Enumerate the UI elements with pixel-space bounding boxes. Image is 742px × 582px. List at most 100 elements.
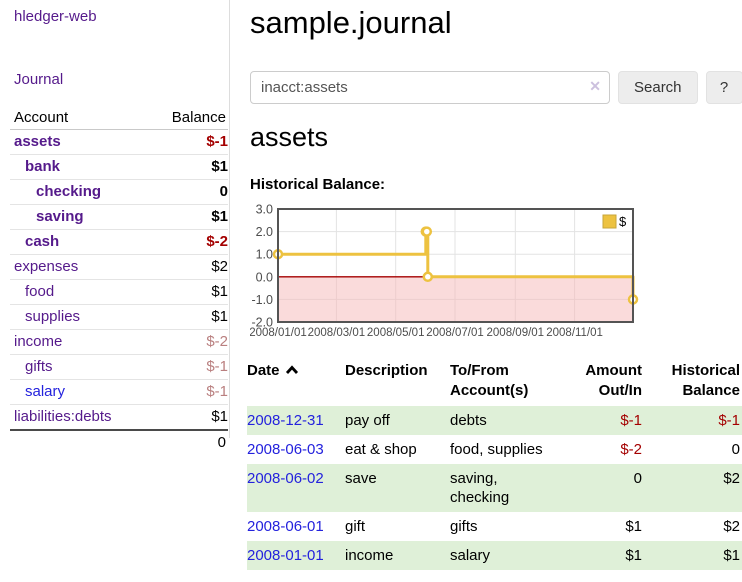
- account-tree-header-row: Account Balance: [10, 106, 228, 130]
- account-link-cash[interactable]: cash: [25, 233, 60, 250]
- transaction-amount-cell: $-2: [620, 441, 642, 458]
- transaction-date-link[interactable]: 2008-06-01: [247, 518, 324, 535]
- account-tree-body: assets $-1 bank $1 checking 0 saving $1 cash $-2 e…: [10, 130, 228, 430]
- account-balance: 0: [150, 179, 228, 205]
- svg-text:2008/05/01: 2008/05/01: [367, 327, 425, 339]
- transaction-date-cell: 2008-06-01: [247, 512, 345, 541]
- balance-header-label: Historical Balance: [671, 362, 740, 399]
- transaction-amount-cell: $1: [625, 518, 642, 535]
- account-name-cell: gifts: [10, 354, 151, 380]
- transaction-date-link[interactable]: 2008-12-31: [247, 412, 324, 429]
- account-balance: $-2: [150, 229, 228, 255]
- transaction-date-cell: 2008-12-31: [247, 406, 345, 435]
- clear-search-icon[interactable]: ✕: [589, 78, 601, 94]
- svg-text:2008/03/01: 2008/03/01: [308, 327, 366, 339]
- register-row: 2008-12-31 pay off debts $-1 $-1: [247, 406, 742, 435]
- search-form: ✕ Search ?: [250, 71, 742, 104]
- account-balance: $-1: [150, 354, 228, 380]
- svg-text:-1.0: -1.0: [251, 293, 273, 307]
- account-row: salary $-1: [10, 379, 228, 405]
- register-header-accounts: To/From Account(s): [450, 361, 568, 406]
- account-link-food[interactable]: food: [25, 283, 55, 300]
- account-link-liabilities-debts[interactable]: liabilities:debts: [14, 408, 112, 425]
- account-heading: assets: [250, 122, 329, 152]
- transaction-date-cell: 2008-06-03: [247, 435, 345, 464]
- register-table: Date Description To/From Account(s) Amou…: [247, 361, 742, 570]
- transaction-date-cell: 2008-01-01: [247, 541, 345, 570]
- account-row: expenses $2: [10, 254, 228, 280]
- account-row: supplies $1: [10, 304, 228, 330]
- svg-text:2.0: 2.0: [256, 225, 273, 239]
- account-column-header: Account: [10, 106, 151, 130]
- register-header-row: Date Description To/From Account(s) Amou…: [247, 361, 742, 406]
- transaction-balance-cell: $1: [723, 547, 740, 564]
- help-button[interactable]: ?: [705, 71, 742, 104]
- register-header-date[interactable]: Date: [247, 361, 345, 406]
- transaction-balance-cell: $2: [723, 518, 740, 535]
- account-name-cell: cash: [10, 229, 151, 255]
- page-title: sample.journal: [250, 5, 452, 40]
- historical-balance-chart[interactable]: $3.0 2.0 1.0 0.0 -1.0 -2.0 2008/01/01 2008/03/0…: [249, 201, 650, 343]
- chart-heading: Historical Balance:: [250, 176, 386, 193]
- transaction-description-cell: income: [345, 547, 394, 564]
- account-name-cell: salary: [10, 379, 151, 405]
- transaction-description-cell: gift: [345, 518, 366, 535]
- account-name-cell: checking: [10, 179, 151, 205]
- account-name-cell: supplies: [10, 304, 151, 330]
- account-name-cell: liabilities:debts: [10, 404, 151, 430]
- transaction-date-link[interactable]: 2008-06-03: [247, 441, 324, 458]
- account-link-income[interactable]: income: [14, 333, 63, 350]
- register-header-balance: Historical Balance: [642, 361, 742, 406]
- account-balance: $-1: [150, 379, 228, 405]
- transaction-description-cell: pay off: [345, 412, 390, 429]
- transaction-date-cell: 2008-06-02: [247, 464, 345, 512]
- account-link-checking[interactable]: checking: [36, 183, 102, 200]
- transaction-description-cell: save: [345, 470, 377, 487]
- account-name-cell: saving: [10, 204, 151, 230]
- account-row: bank $1: [10, 154, 228, 180]
- sort-ascending-icon: [285, 365, 298, 374]
- transaction-accounts-cell: salary: [450, 547, 491, 564]
- account-total-balance: 0: [150, 429, 228, 455]
- sidebar: hledger-web Journal Account Balance asse…: [0, 0, 230, 455]
- account-name-cell: expenses: [10, 254, 151, 280]
- register-row: 2008-06-03 eat & shop food, supplies $-2 0: [247, 435, 742, 464]
- legend-swatch: [602, 214, 617, 229]
- account-link-saving[interactable]: saving: [36, 208, 84, 225]
- svg-text:2008/07/01: 2008/07/01: [426, 327, 484, 339]
- register-body: 2008-12-31 pay off debts $-1 $-1 2008-06-03 ea…: [247, 406, 742, 570]
- svg-text:2008/01/01: 2008/01/01: [250, 327, 307, 339]
- amount-header-label: Amount Out/In: [585, 362, 642, 399]
- transaction-date-link[interactable]: 2008-06-02: [247, 470, 324, 487]
- account-row: food $1: [10, 279, 228, 305]
- account-balance: $1: [150, 279, 228, 305]
- main-content: sample.journal ✕ Search ? assets Histori…: [230, 0, 742, 582]
- account-link-expenses[interactable]: expenses: [14, 258, 79, 275]
- date-header-label: Date: [247, 362, 280, 379]
- account-balance: $-1: [206, 133, 228, 150]
- account-link-bank[interactable]: bank: [25, 158, 61, 175]
- account-link-gifts[interactable]: gifts: [25, 358, 53, 375]
- transaction-date-link[interactable]: 2008-01-01: [247, 547, 324, 564]
- account-link-assets[interactable]: assets: [14, 133, 61, 150]
- transaction-accounts-cell: debts: [450, 412, 487, 429]
- register-header-description: Description: [345, 361, 450, 406]
- account-row: assets $-1: [10, 130, 228, 155]
- balance-column-header: Balance: [150, 106, 228, 130]
- register-header-amount: Amount Out/In: [568, 361, 642, 406]
- account-name-cell: food: [10, 279, 151, 305]
- account-balance: $-2: [150, 329, 228, 355]
- account-total-row: 0: [10, 429, 228, 455]
- sidebar-item-journal[interactable]: Journal: [14, 71, 64, 88]
- brand-link[interactable]: hledger-web: [14, 8, 97, 25]
- account-row: cash $-2: [10, 229, 228, 255]
- svg-text:2008/11/01: 2008/11/01: [546, 327, 603, 339]
- register-row: 2008-06-01 gift gifts $1 $2: [247, 512, 742, 541]
- account-link-supplies[interactable]: supplies: [25, 308, 81, 325]
- account-link-salary[interactable]: salary: [25, 383, 66, 400]
- transaction-balance-cell: 0: [731, 441, 740, 458]
- search-input[interactable]: [250, 71, 610, 104]
- svg-text:0.0: 0.0: [256, 270, 273, 284]
- search-button[interactable]: Search: [618, 71, 698, 104]
